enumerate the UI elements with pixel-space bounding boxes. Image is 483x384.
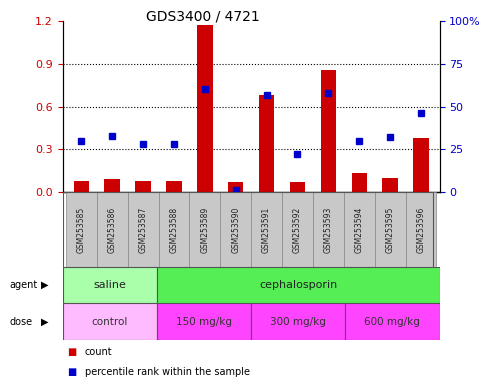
Bar xyxy=(135,180,151,192)
Bar xyxy=(157,267,440,303)
Bar xyxy=(220,192,251,267)
Bar xyxy=(406,192,437,267)
Text: percentile rank within the sample: percentile rank within the sample xyxy=(85,366,250,377)
Text: GSM253585: GSM253585 xyxy=(77,206,86,253)
Bar xyxy=(321,70,336,192)
Text: GSM253588: GSM253588 xyxy=(170,206,178,253)
Bar xyxy=(63,303,157,340)
Bar xyxy=(157,303,251,340)
Bar xyxy=(97,192,128,267)
Text: saline: saline xyxy=(93,280,127,290)
Text: control: control xyxy=(92,316,128,327)
Text: GSM253594: GSM253594 xyxy=(355,206,364,253)
Text: cephalosporin: cephalosporin xyxy=(259,280,338,290)
Bar xyxy=(282,192,313,267)
Text: GDS3400 / 4721: GDS3400 / 4721 xyxy=(146,10,260,23)
Text: ▶: ▶ xyxy=(41,280,49,290)
Bar xyxy=(128,192,158,267)
Text: 600 mg/kg: 600 mg/kg xyxy=(365,316,420,327)
Bar xyxy=(166,180,182,192)
Text: ▶: ▶ xyxy=(41,316,49,327)
Text: GSM253596: GSM253596 xyxy=(416,206,426,253)
Text: GSM253590: GSM253590 xyxy=(231,206,240,253)
Bar xyxy=(413,138,429,192)
Bar xyxy=(63,267,157,303)
Text: GSM253591: GSM253591 xyxy=(262,206,271,253)
Bar xyxy=(189,192,220,267)
Bar xyxy=(375,192,406,267)
Text: agent: agent xyxy=(10,280,38,290)
Bar xyxy=(345,303,440,340)
Text: ■: ■ xyxy=(68,366,77,377)
Text: GSM253589: GSM253589 xyxy=(200,206,209,253)
Bar xyxy=(259,95,274,192)
Bar xyxy=(158,192,189,267)
Text: GSM253592: GSM253592 xyxy=(293,206,302,253)
Text: count: count xyxy=(85,347,112,358)
Text: GSM253593: GSM253593 xyxy=(324,206,333,253)
Text: GSM253595: GSM253595 xyxy=(385,206,395,253)
Bar xyxy=(344,192,375,267)
Text: GSM253586: GSM253586 xyxy=(108,206,117,253)
Bar xyxy=(290,182,305,192)
Bar xyxy=(251,192,282,267)
Text: GSM253587: GSM253587 xyxy=(139,206,148,253)
Bar xyxy=(66,192,97,267)
Bar xyxy=(104,179,120,192)
Bar xyxy=(197,25,213,192)
Text: 300 mg/kg: 300 mg/kg xyxy=(270,316,326,327)
Bar xyxy=(228,182,243,192)
Text: ■: ■ xyxy=(68,347,77,358)
Bar xyxy=(313,192,344,267)
Text: dose: dose xyxy=(10,316,33,327)
Bar xyxy=(251,303,345,340)
Bar xyxy=(352,174,367,192)
Text: 150 mg/kg: 150 mg/kg xyxy=(176,316,232,327)
Bar xyxy=(383,178,398,192)
Bar xyxy=(73,180,89,192)
